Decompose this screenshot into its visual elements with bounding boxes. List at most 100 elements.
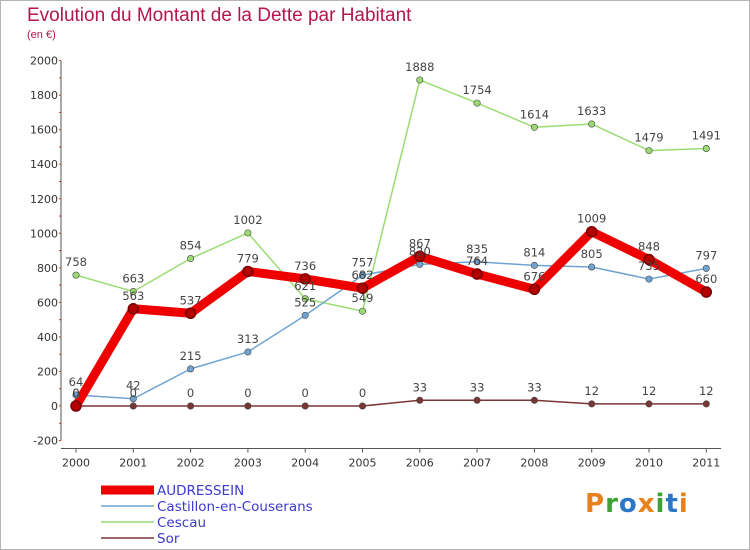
data-label: 1479: [634, 131, 663, 145]
data-label: 854: [180, 239, 202, 253]
data-point: [129, 402, 137, 410]
series-line-1: [75, 261, 708, 400]
data-point: [129, 287, 137, 295]
series-lines: [71, 79, 711, 411]
data-label: 1754: [462, 83, 491, 97]
x-tick-label: 2007: [463, 457, 491, 470]
y-tick-label: 400: [37, 331, 58, 344]
data-point: [356, 282, 369, 294]
data-label: 0: [72, 386, 79, 400]
data-label: 0: [130, 386, 137, 400]
y-tick-label: 1600: [30, 124, 58, 137]
proxiti-logo: Proxiti: [585, 489, 689, 519]
legend-label: Sor: [157, 531, 180, 547]
data-label: 12: [584, 384, 599, 398]
data-point: [645, 400, 653, 408]
data-point: [588, 263, 596, 271]
logo-letter: t: [665, 489, 679, 519]
data-label: 215: [180, 349, 202, 363]
legend-label: Cescau: [157, 515, 206, 531]
data-point: [301, 295, 309, 303]
data-label: 0: [244, 386, 251, 400]
data-point: [700, 286, 713, 298]
data-label: 33: [527, 380, 542, 394]
x-tick-label: 2001: [119, 457, 147, 470]
x-tick-label: 2000: [62, 457, 90, 470]
data-label: 549: [352, 291, 374, 305]
chart-unit: (en €): [27, 29, 56, 41]
data-label: 805: [581, 247, 603, 261]
data-label: 0: [72, 386, 79, 400]
data-label: 537: [180, 293, 202, 307]
data-label: 33: [470, 380, 485, 394]
x-tick-label: 2010: [635, 457, 663, 470]
data-point: [473, 258, 481, 266]
data-point: [416, 396, 424, 404]
data-label: 735: [638, 259, 660, 273]
data-label: 1614: [520, 107, 549, 121]
x-tick-label: 2009: [578, 457, 606, 470]
data-label: 835: [466, 242, 488, 256]
y-tick-label: 1800: [30, 89, 58, 102]
series-line-2: [75, 79, 708, 312]
data-point: [530, 123, 538, 131]
data-point: [187, 402, 195, 410]
y-tick-label: -200: [33, 435, 58, 448]
logo-letter: r: [605, 489, 619, 519]
data-label: 563: [122, 289, 144, 303]
data-point: [72, 271, 80, 279]
data-point: [358, 402, 366, 410]
data-point: [702, 400, 710, 408]
data-point: [643, 253, 655, 266]
data-label: 820: [409, 244, 431, 258]
data-point: [585, 225, 598, 238]
chart-title: Evolution du Montant de la Dette par Hab…: [27, 5, 412, 26]
data-point: [588, 120, 596, 128]
data-point: [244, 402, 252, 410]
data-point: [645, 275, 653, 283]
data-point: [187, 365, 195, 373]
data-point: [645, 147, 653, 155]
x-tick-label: 2006: [406, 457, 434, 470]
y-tick-label: 0: [51, 400, 58, 413]
y-tick-label: 2000: [30, 55, 58, 68]
x-tick-label: 2005: [349, 457, 377, 470]
data-point: [184, 307, 197, 320]
data-label: 313: [237, 332, 259, 346]
y-tick-label: 800: [37, 262, 58, 275]
y-tick-label: 1400: [30, 158, 58, 171]
y-tick-label: 200: [37, 365, 58, 378]
data-point: [416, 260, 424, 268]
data-label: 621: [294, 279, 316, 293]
data-point: [473, 396, 481, 404]
data-label: 814: [523, 245, 545, 259]
data-point: [471, 268, 483, 280]
data-label: 12: [642, 384, 657, 398]
data-label: 1009: [577, 212, 606, 226]
x-tick-label: 2003: [234, 457, 262, 470]
series-line-3: [75, 399, 708, 407]
data-labels: 0 0 0 0 0 0 33 33 33 12 12 12 758 663 854 1002 621 549 188…: [65, 60, 721, 400]
y-tick-label: 600: [37, 296, 58, 309]
data-point: [473, 99, 481, 107]
data-point: [242, 265, 254, 278]
data-point: [528, 283, 541, 296]
data-point: [129, 395, 137, 403]
y-tick-label: 1000: [30, 227, 58, 240]
legend-label: Castillon-en-Couserans: [157, 499, 313, 515]
chart-axes: -200 0 200 400 600 800 1000 12 0 0 1400 1600 1800 200…: [30, 55, 721, 470]
data-point: [244, 348, 252, 356]
data-label: 0: [187, 386, 194, 400]
data-label: 660: [695, 272, 717, 286]
data-point: [414, 250, 426, 263]
data-point: [301, 311, 309, 319]
data-label: 1491: [692, 129, 721, 143]
logo-letter: i: [655, 489, 666, 519]
chart-legend: AUDRESSEINCastillon-en-CouseransCescauSo…: [101, 483, 313, 547]
data-point: [358, 307, 366, 315]
data-label: 64: [69, 375, 84, 389]
logo-letter: i: [678, 489, 689, 519]
data-point: [244, 229, 252, 237]
data-point: [301, 402, 309, 410]
